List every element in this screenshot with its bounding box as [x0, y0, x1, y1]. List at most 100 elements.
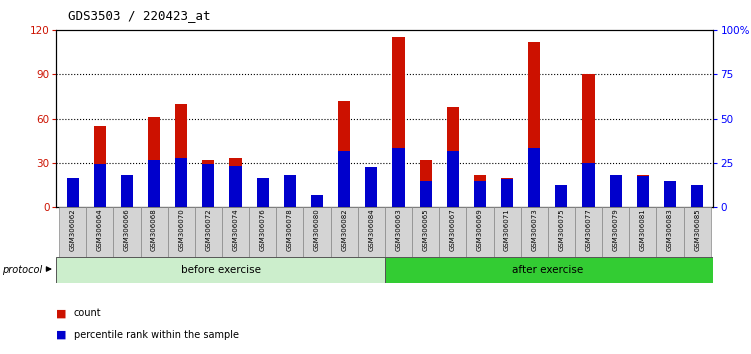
Text: GSM306071: GSM306071 [504, 209, 510, 251]
Bar [94, 126, 106, 207]
Bar [86, 207, 113, 257]
Bar [230, 166, 242, 207]
Bar [610, 175, 622, 207]
Bar [338, 151, 350, 207]
Bar [202, 164, 215, 207]
Bar [67, 178, 79, 207]
Bar [385, 207, 412, 257]
Bar [202, 160, 215, 207]
Bar [385, 257, 724, 283]
Text: GSM306070: GSM306070 [178, 209, 184, 251]
Bar [357, 207, 385, 257]
Bar [392, 148, 405, 207]
Bar [610, 175, 622, 207]
Bar [175, 159, 187, 207]
Bar [637, 175, 649, 207]
Bar [583, 163, 595, 207]
Bar [392, 38, 405, 207]
Bar [664, 192, 676, 207]
Bar [520, 207, 547, 257]
Bar [175, 104, 187, 207]
Text: percentile rank within the sample: percentile rank within the sample [74, 330, 239, 339]
Text: GSM306068: GSM306068 [151, 209, 157, 251]
Bar [447, 151, 459, 207]
Bar [148, 160, 160, 207]
Text: GSM306063: GSM306063 [396, 209, 402, 251]
Text: GSM306076: GSM306076 [260, 209, 266, 251]
Bar [121, 175, 133, 207]
Text: GSM306062: GSM306062 [70, 209, 76, 251]
Text: GSM306079: GSM306079 [613, 209, 619, 251]
Bar [140, 207, 167, 257]
Text: GSM306082: GSM306082 [341, 209, 347, 251]
Bar [121, 175, 133, 207]
Bar [311, 195, 323, 207]
Text: ■: ■ [56, 308, 67, 318]
Bar [303, 207, 330, 257]
Bar [501, 179, 513, 207]
Text: GSM306083: GSM306083 [667, 209, 673, 251]
Text: GSM306075: GSM306075 [559, 209, 565, 251]
Bar [59, 207, 86, 257]
Text: after exercise: after exercise [512, 265, 584, 275]
Text: GSM306080: GSM306080 [314, 209, 320, 251]
Text: GSM306067: GSM306067 [450, 209, 456, 251]
Bar [493, 207, 520, 257]
Bar [420, 181, 432, 207]
Bar [637, 176, 649, 207]
Text: GSM306084: GSM306084 [368, 209, 374, 251]
Bar [420, 160, 432, 207]
Bar [664, 181, 676, 207]
Text: GSM306064: GSM306064 [97, 209, 103, 251]
Bar [602, 207, 629, 257]
Text: GSM306073: GSM306073 [531, 209, 537, 251]
Bar [113, 207, 140, 257]
Text: ■: ■ [56, 330, 67, 339]
Bar [148, 117, 160, 207]
Text: GSM306069: GSM306069 [477, 209, 483, 251]
Text: GSM306085: GSM306085 [694, 209, 700, 251]
Bar [555, 189, 568, 207]
Bar [230, 159, 242, 207]
Bar [629, 207, 656, 257]
Text: before exercise: before exercise [180, 265, 261, 275]
Text: GSM306074: GSM306074 [233, 209, 239, 251]
Bar [284, 175, 296, 207]
Bar [555, 185, 568, 207]
Bar [656, 207, 683, 257]
Bar [330, 207, 357, 257]
Bar [222, 207, 249, 257]
Text: GSM306078: GSM306078 [287, 209, 293, 251]
Bar [167, 207, 195, 257]
Bar [338, 101, 350, 207]
Text: GSM306077: GSM306077 [586, 209, 592, 251]
Bar [528, 42, 540, 207]
Bar [474, 181, 486, 207]
Bar [249, 207, 276, 257]
Text: protocol: protocol [2, 265, 43, 275]
Bar [547, 207, 575, 257]
Bar [67, 189, 79, 207]
Text: GSM306081: GSM306081 [640, 209, 646, 251]
Bar [365, 167, 378, 207]
Bar [284, 181, 296, 207]
Bar [276, 207, 303, 257]
Bar [439, 207, 466, 257]
Bar [683, 207, 710, 257]
Bar [195, 207, 222, 257]
Bar [691, 195, 703, 207]
Bar [528, 148, 540, 207]
Text: count: count [74, 308, 101, 318]
Bar [311, 200, 323, 207]
Bar [257, 189, 269, 207]
Bar [94, 164, 106, 207]
Text: GDS3503 / 220423_at: GDS3503 / 220423_at [68, 9, 210, 22]
Bar [466, 207, 493, 257]
Bar [575, 207, 602, 257]
Bar [365, 170, 378, 207]
Text: GSM306065: GSM306065 [423, 209, 429, 251]
Bar [691, 185, 703, 207]
Bar [474, 175, 486, 207]
Text: GSM306072: GSM306072 [205, 209, 211, 251]
Bar [56, 257, 385, 283]
